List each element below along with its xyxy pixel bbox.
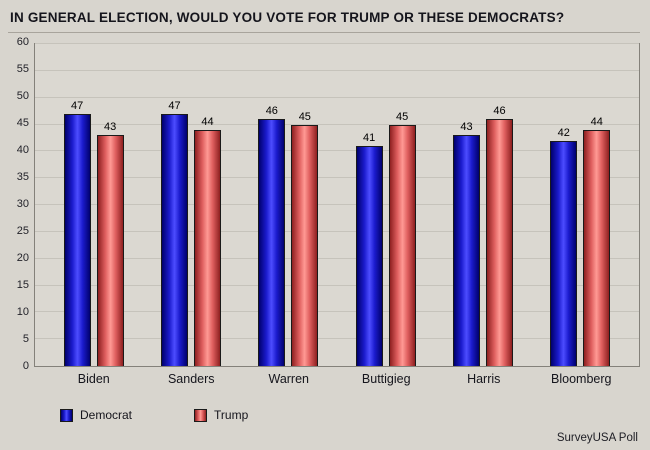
- legend: Democrat Trump: [60, 408, 640, 422]
- y-tick-label: 10: [16, 306, 29, 319]
- legend-item-democrat: Democrat: [60, 408, 132, 422]
- bar-trump-sanders: 44: [193, 116, 221, 366]
- bar-value-label: 44: [590, 115, 603, 128]
- y-tick-label: 35: [16, 171, 29, 183]
- gridline: [35, 43, 639, 44]
- bar-democrat-biden: 47: [63, 100, 91, 366]
- x-axis-labels: Biden Sanders Warren Buttigieg Harris Bloombe…: [35, 372, 640, 386]
- y-axis: 0 5 10 15 20 25 30 35 40 45 50 55 60: [8, 36, 34, 372]
- gridline: [35, 150, 639, 152]
- category-label-harris: Harris: [467, 372, 501, 386]
- bar-democrat-bloomberg: 42: [550, 127, 578, 366]
- bar-value-label: 43: [104, 121, 117, 134]
- bar-value-label: 43: [460, 121, 473, 134]
- gridline: [35, 230, 639, 232]
- bar-trump-buttigieg: 45: [388, 111, 416, 366]
- gridline: [35, 123, 639, 125]
- bar-group-biden: 47 43: [45, 44, 142, 366]
- gridline: [35, 338, 639, 340]
- bar-group-bloomberg: 42 44: [532, 44, 629, 366]
- bar-value-label: 46: [265, 105, 278, 118]
- legend-swatch-trump: [194, 408, 208, 422]
- bar-group-sanders: 47 44: [142, 44, 239, 366]
- y-tick-label: 60: [16, 36, 29, 48]
- category-label-warren: Warren: [268, 372, 309, 386]
- gridline: [35, 311, 639, 313]
- category-label-sanders: Sanders: [167, 372, 215, 386]
- chart: 0 5 10 15 20 25 30 35 40 45 50 55 60 47 43 47 44 46 45 41 4…: [8, 36, 640, 372]
- bar-value-label: 47: [168, 99, 181, 112]
- y-tick-label: 50: [16, 90, 29, 102]
- y-tick-label: 0: [22, 360, 29, 372]
- y-tick-label: 25: [16, 225, 29, 237]
- bar-democrat-harris: 43: [452, 121, 480, 366]
- y-tick-label: 30: [16, 198, 29, 210]
- bar-democrat-buttigieg: 41: [355, 132, 383, 366]
- bar-value-label: 42: [557, 126, 570, 139]
- gridline: [35, 284, 639, 286]
- bar-democrat-sanders: 47: [160, 100, 188, 366]
- gridline: [35, 96, 639, 98]
- plot-area: 47 43 47 44 46 45 41 45 43 46 42 44: [34, 43, 640, 367]
- page-title: IN GENERAL ELECTION, WOULD YOU VOTE FOR …: [8, 8, 640, 33]
- bar-democrat-warren: 46: [258, 105, 286, 366]
- bar-value-label: 45: [396, 110, 409, 123]
- legend-swatch-democrat: [60, 408, 73, 422]
- legend-label: Trump: [214, 408, 249, 422]
- bar-value-label: 45: [298, 110, 311, 123]
- bar-trump-bloomberg: 44: [583, 116, 611, 366]
- gridline: [35, 69, 639, 71]
- category-label-biden: Biden: [77, 372, 110, 386]
- bar-trump-warren: 45: [291, 111, 319, 366]
- legend-item-trump: Trump: [194, 408, 248, 422]
- bar-group-warren: 46 45: [240, 44, 337, 366]
- gridline: [35, 204, 639, 205]
- y-tick-label: 20: [16, 252, 29, 265]
- legend-label: Democrat: [80, 408, 133, 422]
- y-tick-label: 55: [16, 63, 29, 75]
- gridline: [35, 177, 639, 179]
- source-text: SurveyUSA Poll: [556, 432, 638, 444]
- bar-value-label: 47: [71, 99, 84, 112]
- category-label-bloomberg: Bloomberg: [551, 372, 612, 386]
- gridline: [35, 257, 639, 259]
- y-tick-label: 5: [22, 333, 29, 346]
- bar-value-label: 44: [201, 115, 214, 128]
- bar-trump-harris: 46: [485, 105, 513, 366]
- bar-value-label: 46: [493, 105, 506, 118]
- y-tick-label: 40: [16, 144, 29, 157]
- y-tick-label: 15: [16, 279, 29, 291]
- bar-group-buttigieg: 41 45: [337, 44, 434, 366]
- bar-group-harris: 43 46: [434, 44, 531, 366]
- y-tick-label: 45: [16, 117, 29, 129]
- bar-trump-biden: 43: [96, 121, 124, 366]
- bar-value-label: 41: [363, 131, 376, 144]
- category-label-buttigieg: Buttigieg: [361, 372, 411, 386]
